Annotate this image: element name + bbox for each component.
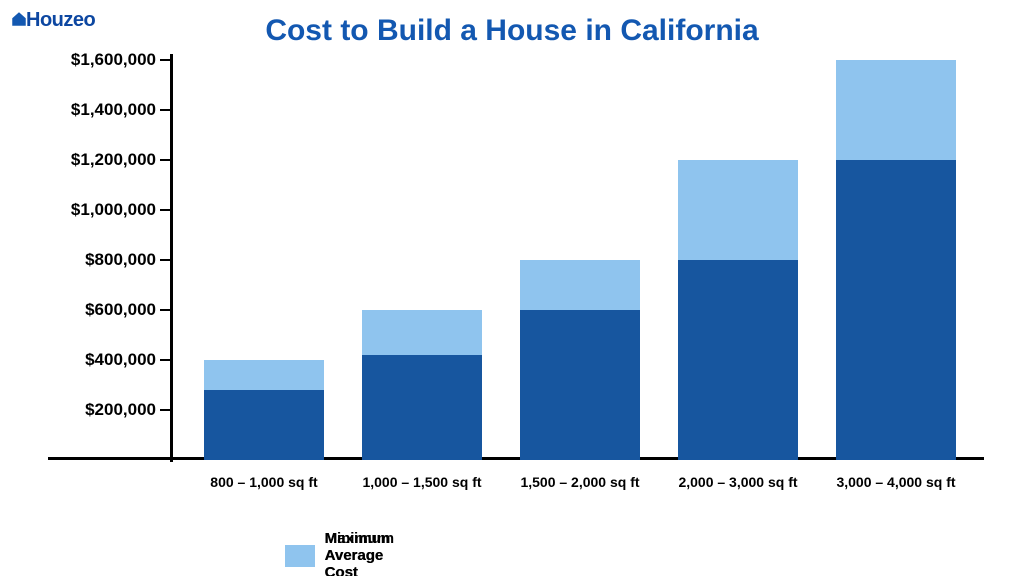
x-tick-label: 1,000 – 1,500 sq ft [362,460,481,490]
y-tick-label: $1,600,000 [71,50,156,70]
bar-group: 800 – 1,000 sq ft [204,60,324,460]
plot-area: 800 – 1,000 sq ft 1,000 – 1,500 sq ft 1,50… [170,60,984,460]
x-tick-label: 800 – 1,000 sq ft [210,460,317,490]
y-tick-mark [160,309,170,311]
legend-item: Maximum Average Cost [285,530,418,576]
y-tick-label: $1,400,000 [71,100,156,120]
chart-title: Cost to Build a House in California [0,14,1024,48]
y-tick-label: $800,000 [85,250,156,270]
bar [678,260,798,460]
x-tick-label: 1,500 – 2,000 sq ft [520,460,639,490]
bar-group: 1,500 – 2,000 sq ft [520,60,640,460]
bar-group: 1,000 – 1,500 sq ft [362,60,482,460]
x-tick-label: 3,000 – 4,000 sq ft [836,460,955,490]
y-tick-label: $1,200,000 [71,150,156,170]
bar [362,355,482,460]
y-tick-mark [160,109,170,111]
y-tick-label: $1,000,000 [71,200,156,220]
bar [204,390,324,460]
bars-container: 800 – 1,000 sq ft 1,000 – 1,500 sq ft 1,50… [170,60,984,460]
bar [836,160,956,460]
y-tick-mark [160,159,170,161]
y-tick-mark [160,59,170,61]
page: Houzeo Cost to Build a House in Californ… [0,0,1024,576]
bar-group: 2,000 – 3,000 sq ft [678,60,798,460]
chart: 800 – 1,000 sq ft 1,000 – 1,500 sq ft 1,50… [40,60,984,460]
x-tick-label: 2,000 – 3,000 sq ft [678,460,797,490]
bar [520,310,640,460]
y-tick-mark [160,359,170,361]
y-tick-mark [160,409,170,411]
y-tick-mark [160,259,170,261]
legend-label: Maximum Average Cost [325,530,418,576]
y-tick-mark [160,209,170,211]
legend-swatch [285,545,315,567]
y-tick-label: $600,000 [85,300,156,320]
bar-group: 3,000 – 4,000 sq ft [836,60,956,460]
y-tick-label: $400,000 [85,350,156,370]
y-tick-label: $200,000 [85,400,156,420]
